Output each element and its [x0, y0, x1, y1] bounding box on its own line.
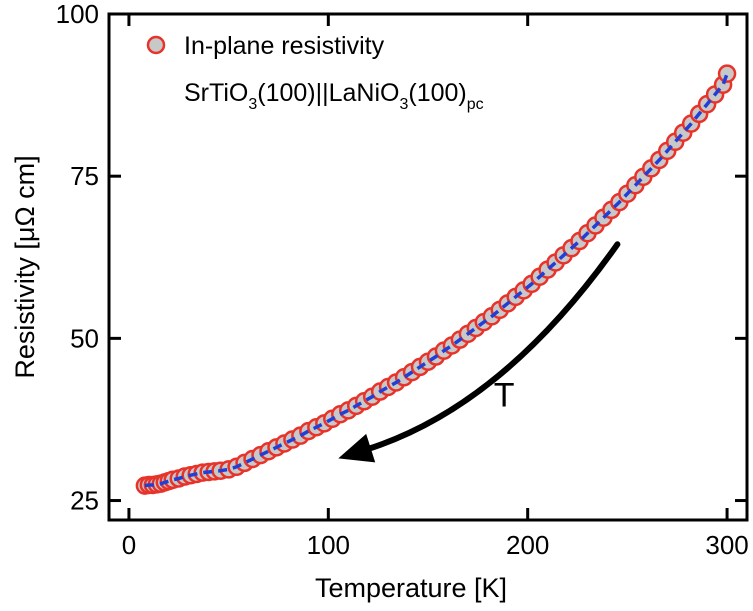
y-tick-label: 75: [70, 161, 99, 191]
legend-part-100: (100): [408, 79, 466, 107]
x-tick-label: 0: [122, 530, 136, 560]
y-tick-label: 25: [70, 486, 99, 516]
ticks-layer: 0 100 200 300 25 50 75 100: [56, 0, 749, 560]
legend-sub-3b: 3: [399, 96, 408, 113]
legend: In-plane resistivity SrTiO3(100)||LaNiO3…: [146, 32, 484, 113]
annotation-label: T: [494, 376, 515, 414]
fit-line-layer: [144, 73, 729, 488]
legend-marker: [146, 35, 166, 55]
x-tick-label: 300: [705, 530, 748, 560]
legend-part-lanio: (100)||LaNiO: [257, 79, 399, 107]
legend-sub-3a: 3: [248, 96, 257, 113]
data-point: [717, 64, 737, 83]
legend-line-1: In-plane resistivity: [184, 32, 385, 60]
legend-part-srtio: SrTiO: [184, 79, 248, 107]
y-tick-label: 50: [70, 323, 99, 353]
y-axis-label: Resistivity [μΩ cm]: [10, 155, 40, 378]
y-tick-label: 100: [56, 0, 99, 29]
temperature-arrow: [363, 241, 621, 453]
annotation: T: [338, 241, 621, 463]
plot-frame: [107, 12, 749, 522]
fit-line: [144, 73, 729, 488]
legend-sub-pc: pc: [467, 96, 484, 113]
legend-line-2: SrTiO3(100)||LaNiO3(100)pc: [184, 79, 484, 113]
x-tick-label: 200: [506, 530, 549, 560]
x-axis-label: Temperature [K]: [315, 573, 507, 603]
temperature-arrowhead: [338, 433, 376, 463]
x-tick-label: 100: [307, 530, 350, 560]
data-points-layer: [135, 64, 737, 495]
